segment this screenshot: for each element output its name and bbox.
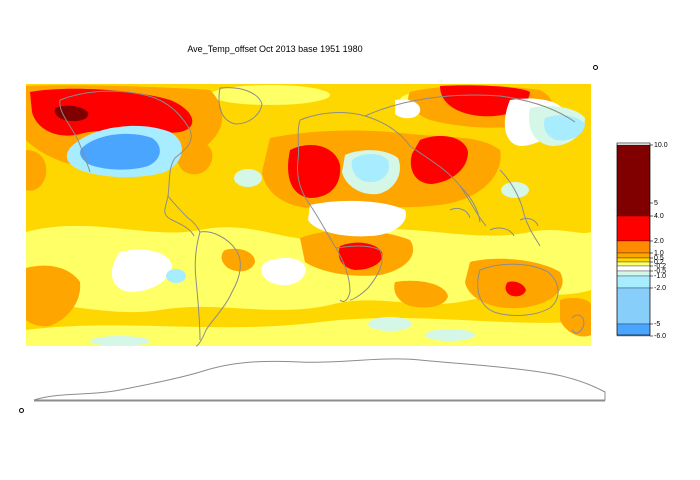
- colorbar-tick-label: 10.0: [654, 142, 668, 149]
- colorbar-tick-label: 2.0: [654, 238, 664, 245]
- anomaly-field: [26, 84, 591, 346]
- extreme-heat-zone: [54, 105, 89, 122]
- colorbar-tick-label: -2.0: [654, 285, 667, 292]
- colorbar-tick-label: 5: [654, 200, 658, 207]
- colorbar-band: [616, 265, 651, 272]
- colorbar-band: [616, 252, 651, 259]
- colorbar-tick-label: 0.5: [654, 255, 664, 262]
- colorbar-band: [616, 240, 651, 254]
- colorbar-band: [616, 257, 651, 263]
- cold-zone: [80, 133, 160, 170]
- map-title: Ave_Temp_offset Oct 2013 base 1951 1980: [187, 44, 363, 54]
- colorbar-band: [616, 287, 651, 325]
- colorbar-band: [616, 215, 651, 242]
- coastlines: [33, 87, 606, 401]
- colorbar: [616, 144, 653, 337]
- colorbar-tick-label: -1.0: [654, 273, 667, 280]
- colorbar-tick-label: -6.0: [654, 333, 667, 340]
- colorbar-tick-label: 0.2: [654, 259, 664, 266]
- colorbar-border: [616, 142, 651, 336]
- colorbar-tick-label: 4.0: [654, 213, 664, 220]
- colorbar-band: [616, 323, 651, 337]
- colorbar-tick-label: -0.5: [654, 268, 667, 275]
- colorbar-band: [616, 261, 651, 267]
- colorbar-tick-label: 1.0: [654, 250, 664, 257]
- colorbar-tick-label: -0.2: [654, 263, 667, 270]
- corner-marker-bottom-left: [19, 408, 24, 413]
- colorbar-tick-label: -5: [654, 321, 661, 328]
- corner-marker-top-right: [593, 65, 598, 70]
- hot-zones: [30, 85, 530, 297]
- colorbar-band: [616, 270, 651, 277]
- colorbar-band: [616, 275, 651, 289]
- colorbar-band: [616, 144, 651, 217]
